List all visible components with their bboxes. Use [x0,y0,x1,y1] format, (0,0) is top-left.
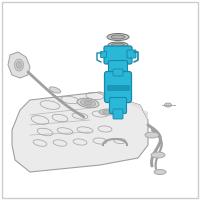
Ellipse shape [108,42,128,48]
Ellipse shape [14,59,24,71]
Ellipse shape [99,109,117,115]
Polygon shape [8,52,30,78]
Ellipse shape [107,33,129,40]
FancyBboxPatch shape [110,98,127,114]
FancyBboxPatch shape [127,50,136,58]
Ellipse shape [49,87,61,93]
Ellipse shape [164,103,172,107]
Ellipse shape [102,110,114,114]
Ellipse shape [77,98,99,108]
Ellipse shape [111,35,125,39]
Ellipse shape [84,101,92,105]
Ellipse shape [81,100,95,106]
Polygon shape [12,92,148,172]
FancyBboxPatch shape [108,60,128,73]
Ellipse shape [154,170,166,174]
FancyBboxPatch shape [113,109,123,119]
FancyBboxPatch shape [107,85,129,90]
FancyBboxPatch shape [113,69,123,76]
Ellipse shape [145,132,159,138]
FancyBboxPatch shape [104,46,132,64]
Polygon shape [20,92,148,120]
Ellipse shape [16,62,22,68]
Ellipse shape [112,43,124,47]
Ellipse shape [151,152,165,158]
FancyBboxPatch shape [104,72,132,102]
FancyBboxPatch shape [101,51,106,58]
